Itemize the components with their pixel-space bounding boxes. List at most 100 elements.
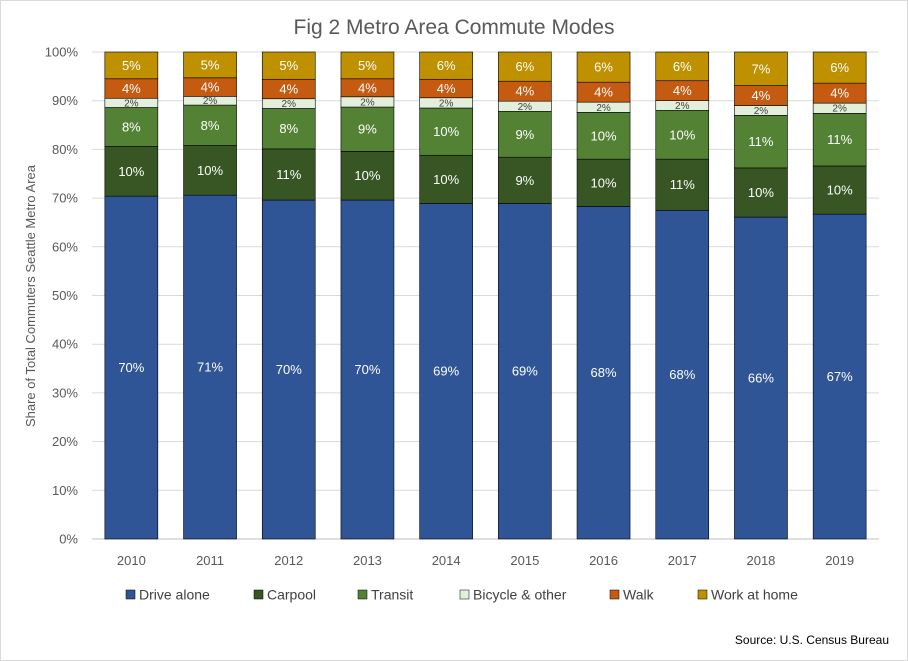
data-label: 71% — [197, 360, 223, 375]
bars: 70%10%8%2%4%5%71%10%8%2%4%5%70%11%8%2%4%… — [104, 51, 867, 540]
bar-segment — [104, 51, 159, 80]
bar-segment — [498, 203, 552, 540]
data-label: 6% — [515, 59, 534, 74]
legend-swatch — [697, 589, 708, 600]
data-label: 4% — [358, 80, 377, 95]
source-note: Source: U.S. Census Bureau — [735, 633, 889, 647]
bar-segment — [261, 199, 316, 540]
x-tick-label: 2016 — [589, 553, 618, 568]
data-label: 9% — [515, 127, 534, 142]
bar-segment — [812, 165, 867, 215]
data-label: 10% — [591, 128, 617, 143]
data-label: 6% — [830, 60, 849, 75]
data-label: 11% — [748, 134, 773, 149]
data-label: 10% — [748, 185, 774, 200]
bar-segment — [419, 51, 473, 80]
data-label: 6% — [673, 59, 692, 74]
data-label: 2% — [282, 99, 297, 110]
y-tick-label: 50% — [52, 288, 78, 303]
data-label: 10% — [827, 183, 853, 198]
data-label: 6% — [594, 60, 613, 75]
data-label: 8% — [201, 118, 220, 133]
bar-segment — [104, 107, 159, 147]
data-label: 2% — [439, 98, 454, 109]
bar-segment — [183, 104, 237, 146]
x-tick-label: 2015 — [510, 553, 539, 568]
legend-swatch — [125, 589, 136, 600]
x-tick-label: 2019 — [825, 553, 854, 568]
bar-segment — [655, 209, 710, 540]
legend-label: Transit — [371, 587, 413, 603]
bar-segment — [183, 145, 237, 196]
data-label: 4% — [279, 82, 298, 97]
data-label: 70% — [118, 360, 144, 375]
bar-segment — [498, 51, 552, 82]
y-axis-ticks: 0% 10% 20% 30% 40% 50% 60% 70% 80% 90% 100% — [45, 45, 79, 547]
data-label: 11% — [670, 177, 695, 192]
x-tick-label: 2010 — [117, 553, 146, 568]
legend-swatch — [459, 589, 470, 600]
data-label: 4% — [122, 81, 141, 96]
legend-label: Carpool — [267, 587, 316, 603]
data-label: 70% — [354, 362, 380, 377]
bar-stack: 66% 10% 11% 2% 4% 7% — [734, 51, 788, 540]
bar-stack: 70% 11% 8% 2% 4% 5% — [261, 51, 316, 540]
data-label: 68% — [669, 367, 695, 382]
y-tick-label: 10% — [52, 483, 78, 498]
bar-segment — [340, 106, 395, 152]
bar-segment — [340, 199, 395, 540]
y-tick-label: 90% — [52, 93, 78, 108]
data-label: 4% — [594, 85, 613, 100]
bar-stack: 69% 9% 9% 2% 4% 6% — [498, 51, 552, 540]
data-label: 10% — [669, 127, 695, 142]
data-label: 4% — [752, 88, 771, 103]
bar-segment — [104, 146, 159, 197]
bar-segment — [576, 51, 631, 83]
x-tick-label: 2017 — [668, 553, 697, 568]
bar-segment — [183, 194, 237, 540]
bar-segment — [655, 51, 710, 82]
data-label: 2% — [675, 101, 690, 112]
data-label: 9% — [515, 173, 534, 188]
y-tick-label: 70% — [52, 191, 78, 206]
data-label: 10% — [433, 124, 459, 139]
legend: Drive alone Carpool Transit Bicycle & other… — [125, 587, 798, 603]
data-label: 69% — [512, 364, 538, 379]
y-tick-label: 40% — [52, 337, 78, 352]
x-tick-label: 2018 — [746, 553, 775, 568]
data-label: 4% — [201, 80, 220, 95]
chart-title: Fig 2 Metro Area Commute Modes — [294, 16, 615, 39]
x-tick-label: 2013 — [353, 553, 382, 568]
bar-stack: 70% 10% 8% 2% 4% 5% — [104, 51, 159, 540]
legend-item: Walk — [609, 587, 655, 603]
legend-label: Work at home — [711, 587, 798, 603]
data-label: 10% — [197, 163, 223, 178]
data-label: 4% — [515, 84, 534, 99]
data-label: 66% — [748, 371, 774, 386]
data-label: 2% — [754, 106, 769, 117]
bar-segment — [576, 112, 631, 160]
data-label: 11% — [276, 167, 301, 182]
data-label: 2% — [124, 98, 139, 109]
bar-stack: 68% 10% 10% 2% 4% 6% — [576, 51, 631, 540]
data-label: 67% — [827, 369, 853, 384]
legend-swatch — [609, 589, 620, 600]
legend-swatch — [253, 589, 264, 600]
legend-label: Walk — [623, 587, 655, 603]
bar-segment — [340, 51, 395, 80]
y-tick-label: 60% — [52, 239, 78, 254]
data-label: 7% — [752, 61, 771, 76]
data-label: 5% — [358, 58, 377, 73]
bar-segment — [812, 213, 867, 540]
legend-label: Drive alone — [139, 587, 210, 603]
bar-segment — [734, 51, 788, 86]
legend-item: Carpool — [253, 587, 316, 603]
bar-segment — [734, 216, 788, 540]
legend-item: Bicycle & other — [459, 587, 567, 603]
data-label: 9% — [358, 122, 377, 137]
legend-item: Work at home — [697, 587, 798, 603]
bar-segment — [655, 110, 710, 160]
y-tick-label: 0% — [59, 532, 78, 547]
data-label: 5% — [201, 57, 220, 72]
